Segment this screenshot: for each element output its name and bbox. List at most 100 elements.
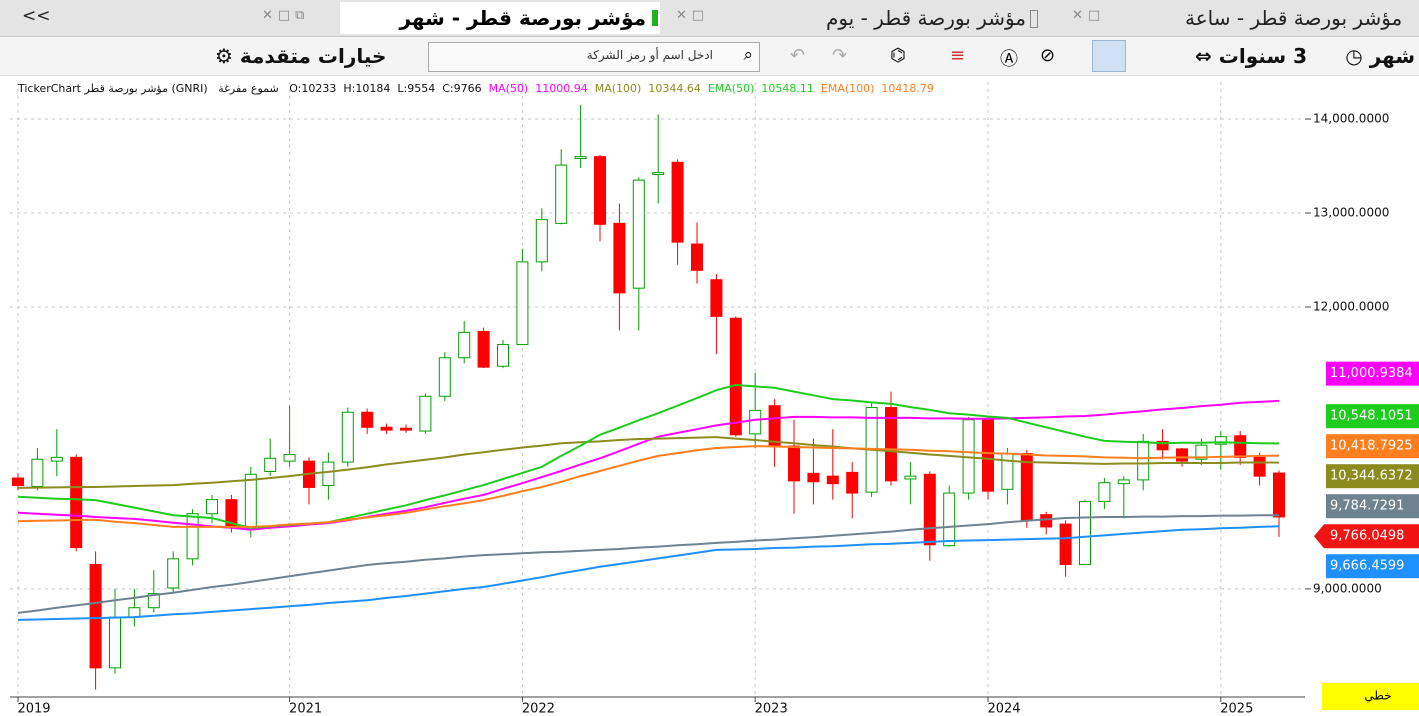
ohlc-label: C:9766 (442, 82, 482, 95)
indicator-line (17, 436, 1280, 489)
value-label: 10,418.7925 (1330, 439, 1413, 454)
candle-body (264, 457, 277, 472)
candle-body (923, 473, 936, 546)
candle-body (206, 499, 218, 515)
search-box[interactable]: ادخل اسم أو رمز الشركة ⌕ (428, 42, 760, 72)
x-tick-label: 2022 (522, 702, 555, 716)
ohlc-label: L:9554 (397, 82, 436, 95)
candle-body (244, 473, 257, 529)
tab-marker (652, 10, 658, 26)
y-tick-label: 13,000.0000 (1313, 206, 1389, 220)
legend-name: MA(50) (488, 82, 529, 95)
chart-subtitle: شموع مفرغة (218, 82, 279, 95)
candle-body (535, 219, 548, 263)
candle-body (31, 458, 44, 487)
candle-body (1040, 514, 1053, 528)
range-button[interactable]: 3 سنوات ⇔ (1195, 44, 1307, 68)
search-icon[interactable]: ⌕ (743, 45, 753, 65)
candle-body (361, 411, 374, 428)
candle-body (109, 616, 121, 669)
candle-body (400, 427, 412, 431)
y-tick-label: 12,000.0000 (1313, 299, 1389, 313)
candle-body (846, 471, 859, 494)
candle-body (380, 426, 393, 431)
ohlc-label: O:10233 (289, 82, 337, 95)
advanced-button[interactable]: خيارات متقدمة ⚙ (215, 44, 387, 68)
tab-controls[interactable]: ✕□ (676, 8, 710, 23)
candle-body (1020, 453, 1033, 521)
chart-title: TickerChart مؤشر بورصة قطر (GNRI) (18, 82, 208, 95)
candle-body (70, 456, 83, 549)
indicator-line (17, 514, 1279, 614)
tab[interactable]: مؤشر بورصة قطر - يوم (720, 2, 1040, 34)
candle-body (283, 454, 296, 462)
value-label: 11,000.9384 (1330, 366, 1413, 381)
x-tick-label: 2025 (1220, 702, 1253, 716)
scale-mode[interactable]: خطي (1364, 689, 1391, 703)
chart-info: TickerChart مؤشر بورصة قطر (GNRI) شموع م… (18, 82, 941, 98)
value-axis-bg (1305, 76, 1419, 716)
candle-body (632, 179, 645, 289)
x-tick-label: 2024 (987, 702, 1020, 716)
tab-controls[interactable]: ✕□ (1072, 8, 1106, 23)
tool-icon[interactable]: ↶ (790, 45, 806, 66)
legend-value: 10548.11 (761, 82, 814, 95)
candle-body (788, 445, 800, 482)
scale-mode-box[interactable] (1322, 683, 1419, 710)
candle-body (167, 558, 180, 589)
candle-body (12, 477, 24, 487)
period-label[interactable]: شهر (1369, 44, 1415, 68)
value-label: 9,766.0498 (1330, 529, 1404, 544)
candle-body (768, 405, 781, 447)
tool-icon[interactable]: Ⓐ (1000, 49, 1018, 70)
advanced-label[interactable]: خيارات متقدمة (239, 44, 387, 68)
value-label: 9,784.7291 (1330, 499, 1404, 514)
candle-body (749, 409, 762, 435)
tab[interactable]: مؤشر بورصة قطر - شهر (340, 2, 660, 34)
candle-body (807, 472, 820, 483)
candle-body (419, 395, 432, 432)
range-label[interactable]: 3 سنوات (1218, 44, 1307, 68)
tool-icon[interactable]: ⊘ (1040, 45, 1056, 66)
candle-body (477, 330, 490, 368)
tool-icon[interactable]: ↷ (832, 45, 848, 66)
value-label-box (1326, 494, 1419, 519)
period-button[interactable]: شهر ◷ (1345, 44, 1415, 68)
legend-value: 11000.94 (535, 82, 588, 95)
candle-body (458, 331, 471, 359)
value-label: 10,344.6372 (1330, 469, 1413, 484)
value-label-box (1326, 361, 1419, 386)
legend-name: MA(100) (594, 82, 642, 95)
candle-body (322, 461, 335, 487)
indicator-line (17, 445, 1280, 528)
grid (10, 82, 1305, 697)
tab-label[interactable]: مؤشر بورصة قطر - ساعة (1185, 6, 1403, 30)
candle-body (50, 456, 63, 462)
search-placeholder[interactable]: ادخل اسم أو رمز الشركة (586, 48, 713, 62)
collapse-button[interactable]: << (22, 6, 51, 26)
tool-icon[interactable]: ⌬ (890, 45, 906, 66)
candle-body (1001, 453, 1014, 490)
price-label-box (1314, 524, 1419, 549)
candle-body (904, 475, 917, 480)
candle-body (1195, 444, 1208, 460)
value-label-box (1326, 404, 1419, 429)
tool-icon[interactable]: ≡ (950, 45, 966, 66)
value-label: 10,548.1051 (1330, 409, 1413, 424)
draw-tool[interactable] (1092, 40, 1126, 72)
candle-body (1234, 435, 1247, 458)
indicator-line (17, 525, 1280, 621)
candle-body (1253, 456, 1266, 477)
candle-body (1079, 501, 1091, 565)
candle-body (729, 317, 742, 436)
legend-value: 10344.64 (648, 82, 701, 95)
tab-label[interactable]: مؤشر بورصة قطر - شهر (399, 6, 646, 30)
tab[interactable]: مؤشر بورصة قطر - ساعة (1185, 2, 1419, 34)
tab-label[interactable]: مؤشر بورصة قطر - يوم (825, 6, 1026, 30)
ohlc-label: H:10184 (343, 82, 391, 95)
candle-body (555, 164, 568, 224)
candle-body (147, 593, 160, 609)
tab-controls[interactable]: ✕□⧉ (262, 8, 310, 23)
